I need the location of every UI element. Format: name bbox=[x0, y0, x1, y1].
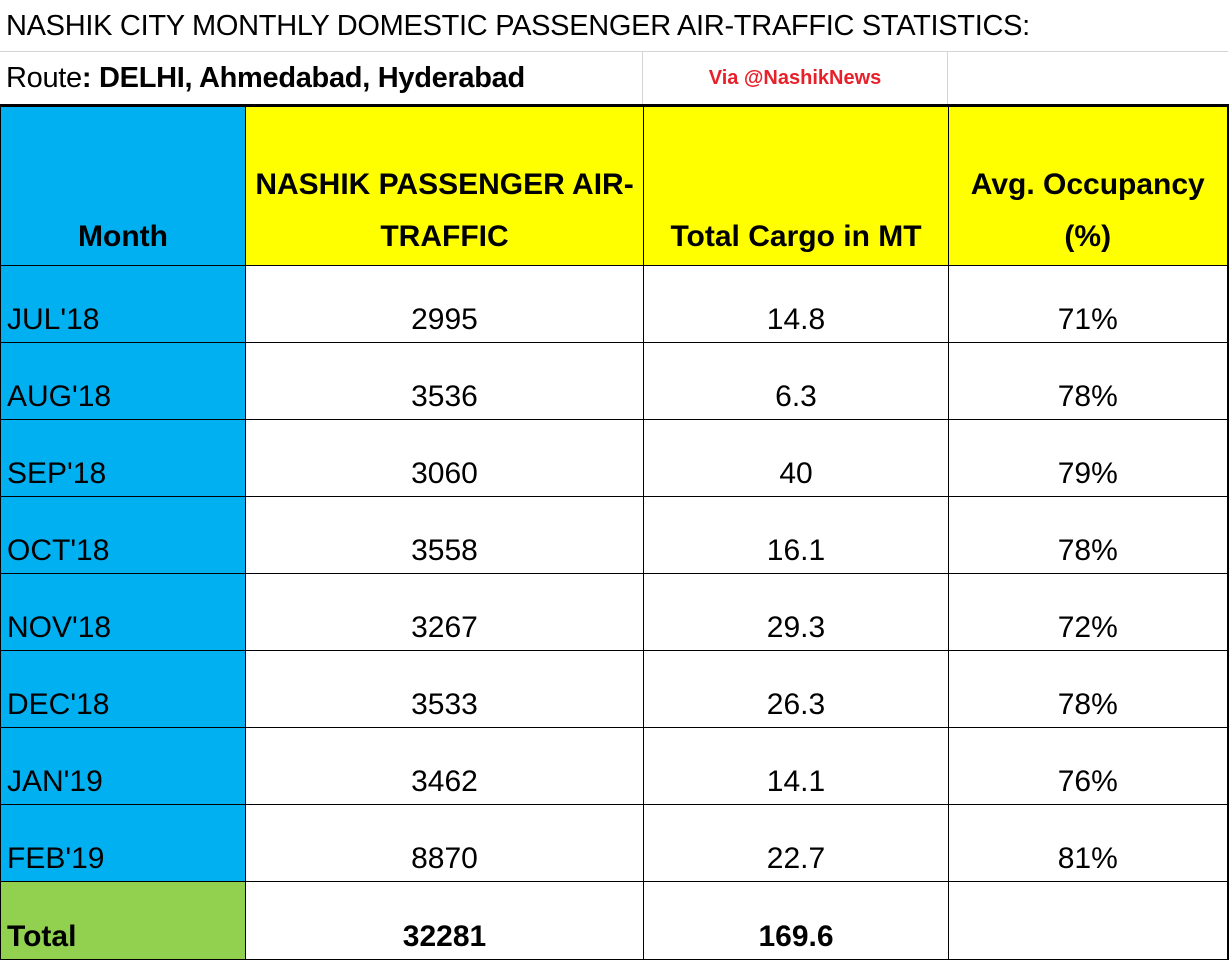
occupancy-cell: 78% bbox=[948, 650, 1228, 728]
month-cell: DEC'18 bbox=[0, 650, 246, 728]
month-cell: AUG'18 bbox=[0, 342, 246, 420]
total-row: Total 32281 169.6 bbox=[0, 881, 1228, 960]
traffic-table: Month NASHIK PASSENGER AIR-TRAFFIC Total… bbox=[0, 104, 1229, 960]
sheet-title: NASHIK CITY MONTHLY DOMESTIC PASSENGER A… bbox=[0, 0, 1228, 52]
total-label: Total bbox=[0, 881, 246, 960]
passengers-cell: 8870 bbox=[245, 804, 644, 882]
month-cell: OCT'18 bbox=[0, 496, 246, 574]
cargo-cell: 14.8 bbox=[643, 265, 949, 343]
cargo-cell: 29.3 bbox=[643, 573, 949, 651]
month-cell: JUL'18 bbox=[0, 265, 246, 343]
occupancy-cell: 71% bbox=[948, 265, 1228, 343]
cargo-cell: 16.1 bbox=[643, 496, 949, 574]
cargo-cell: 6.3 bbox=[643, 342, 949, 420]
passengers-cell: 3267 bbox=[245, 573, 644, 651]
occupancy-cell: 79% bbox=[948, 419, 1228, 497]
route-label: Route bbox=[6, 62, 82, 94]
passengers-cell: 3060 bbox=[245, 419, 644, 497]
passengers-cell: 3533 bbox=[245, 650, 644, 728]
occupancy-cell: 81% bbox=[948, 804, 1228, 882]
total-occupancy bbox=[948, 881, 1228, 960]
cargo-cell: 26.3 bbox=[643, 650, 949, 728]
occupancy-cell: 76% bbox=[948, 727, 1228, 805]
month-cell: SEP'18 bbox=[0, 419, 246, 497]
table-row: JAN'19 3462 14.1 76% bbox=[0, 727, 1228, 805]
table-row: FEB'19 8870 22.7 81% bbox=[0, 804, 1228, 882]
table-row: AUG'18 3536 6.3 78% bbox=[0, 342, 1228, 420]
route-cell: Route: DELHI, Ahmedabad, Hyderabad bbox=[0, 52, 643, 104]
header-cargo: Total Cargo in MT bbox=[643, 105, 949, 266]
occupancy-cell: 78% bbox=[948, 342, 1228, 420]
month-cell: FEB'19 bbox=[0, 804, 246, 882]
header-month: Month bbox=[0, 105, 246, 266]
cargo-cell: 14.1 bbox=[643, 727, 949, 805]
occupancy-cell: 78% bbox=[948, 496, 1228, 574]
table-row: SEP'18 3060 40 79% bbox=[0, 419, 1228, 497]
cargo-cell: 22.7 bbox=[643, 804, 949, 882]
passengers-cell: 3536 bbox=[245, 342, 644, 420]
month-cell: NOV'18 bbox=[0, 573, 246, 651]
passengers-cell: 3558 bbox=[245, 496, 644, 574]
header-occupancy: Avg. Occupancy (%) bbox=[948, 105, 1228, 266]
table-row: JUL'18 2995 14.8 71% bbox=[0, 265, 1228, 343]
total-cargo: 169.6 bbox=[643, 881, 949, 960]
via-credit: Via @NashikNews bbox=[643, 52, 948, 104]
passengers-cell: 3462 bbox=[245, 727, 644, 805]
table-row: OCT'18 3558 16.1 78% bbox=[0, 496, 1228, 574]
header-row: Month NASHIK PASSENGER AIR-TRAFFIC Total… bbox=[0, 105, 1228, 266]
table-row: DEC'18 3533 26.3 78% bbox=[0, 650, 1228, 728]
total-passengers: 32281 bbox=[245, 881, 644, 960]
table-row: NOV'18 3267 29.3 72% bbox=[0, 573, 1228, 651]
month-cell: JAN'19 bbox=[0, 727, 246, 805]
cargo-cell: 40 bbox=[643, 419, 949, 497]
occupancy-cell: 72% bbox=[948, 573, 1228, 651]
route-value: : DELHI, Ahmedabad, Hyderabad bbox=[81, 62, 525, 94]
passengers-cell: 2995 bbox=[245, 265, 644, 343]
header-passengers: NASHIK PASSENGER AIR-TRAFFIC bbox=[245, 105, 644, 266]
